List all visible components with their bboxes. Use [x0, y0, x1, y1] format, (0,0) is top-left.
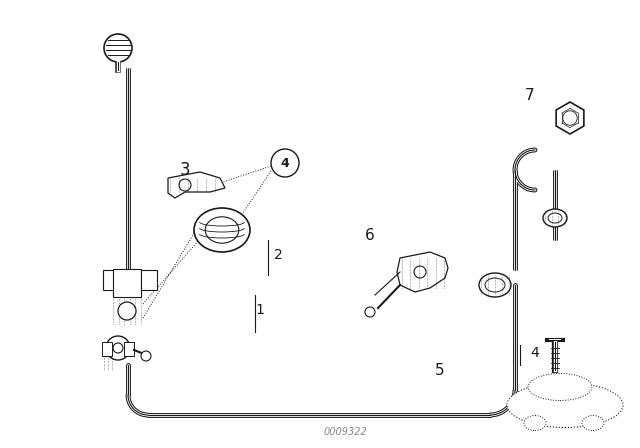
- Polygon shape: [556, 102, 584, 134]
- Circle shape: [414, 266, 426, 278]
- Bar: [103, 270, 121, 290]
- Text: 4: 4: [280, 156, 289, 169]
- Ellipse shape: [528, 374, 592, 401]
- Ellipse shape: [479, 273, 511, 297]
- Ellipse shape: [548, 213, 562, 223]
- Text: 1: 1: [255, 303, 264, 317]
- Bar: [124, 342, 134, 356]
- Bar: [141, 270, 157, 290]
- Text: 4: 4: [531, 346, 540, 360]
- Circle shape: [271, 149, 299, 177]
- Text: 7: 7: [525, 87, 535, 103]
- Circle shape: [365, 307, 375, 317]
- Bar: [102, 342, 112, 356]
- Circle shape: [113, 343, 123, 353]
- Ellipse shape: [582, 415, 604, 431]
- Circle shape: [563, 111, 577, 125]
- Text: 5: 5: [435, 362, 445, 378]
- Circle shape: [104, 34, 132, 62]
- Text: 6: 6: [365, 228, 375, 242]
- Circle shape: [141, 351, 151, 361]
- Ellipse shape: [194, 208, 250, 252]
- Ellipse shape: [524, 415, 546, 431]
- Text: 2: 2: [274, 248, 282, 262]
- Ellipse shape: [543, 209, 567, 227]
- Ellipse shape: [205, 217, 239, 243]
- Polygon shape: [397, 252, 448, 292]
- Ellipse shape: [485, 278, 505, 292]
- Circle shape: [179, 179, 191, 191]
- Text: 3: 3: [180, 161, 190, 179]
- Text: 0009322: 0009322: [323, 427, 367, 437]
- Polygon shape: [168, 172, 225, 198]
- Bar: [113, 269, 141, 297]
- Ellipse shape: [507, 383, 623, 427]
- Circle shape: [106, 336, 130, 360]
- Circle shape: [118, 302, 136, 320]
